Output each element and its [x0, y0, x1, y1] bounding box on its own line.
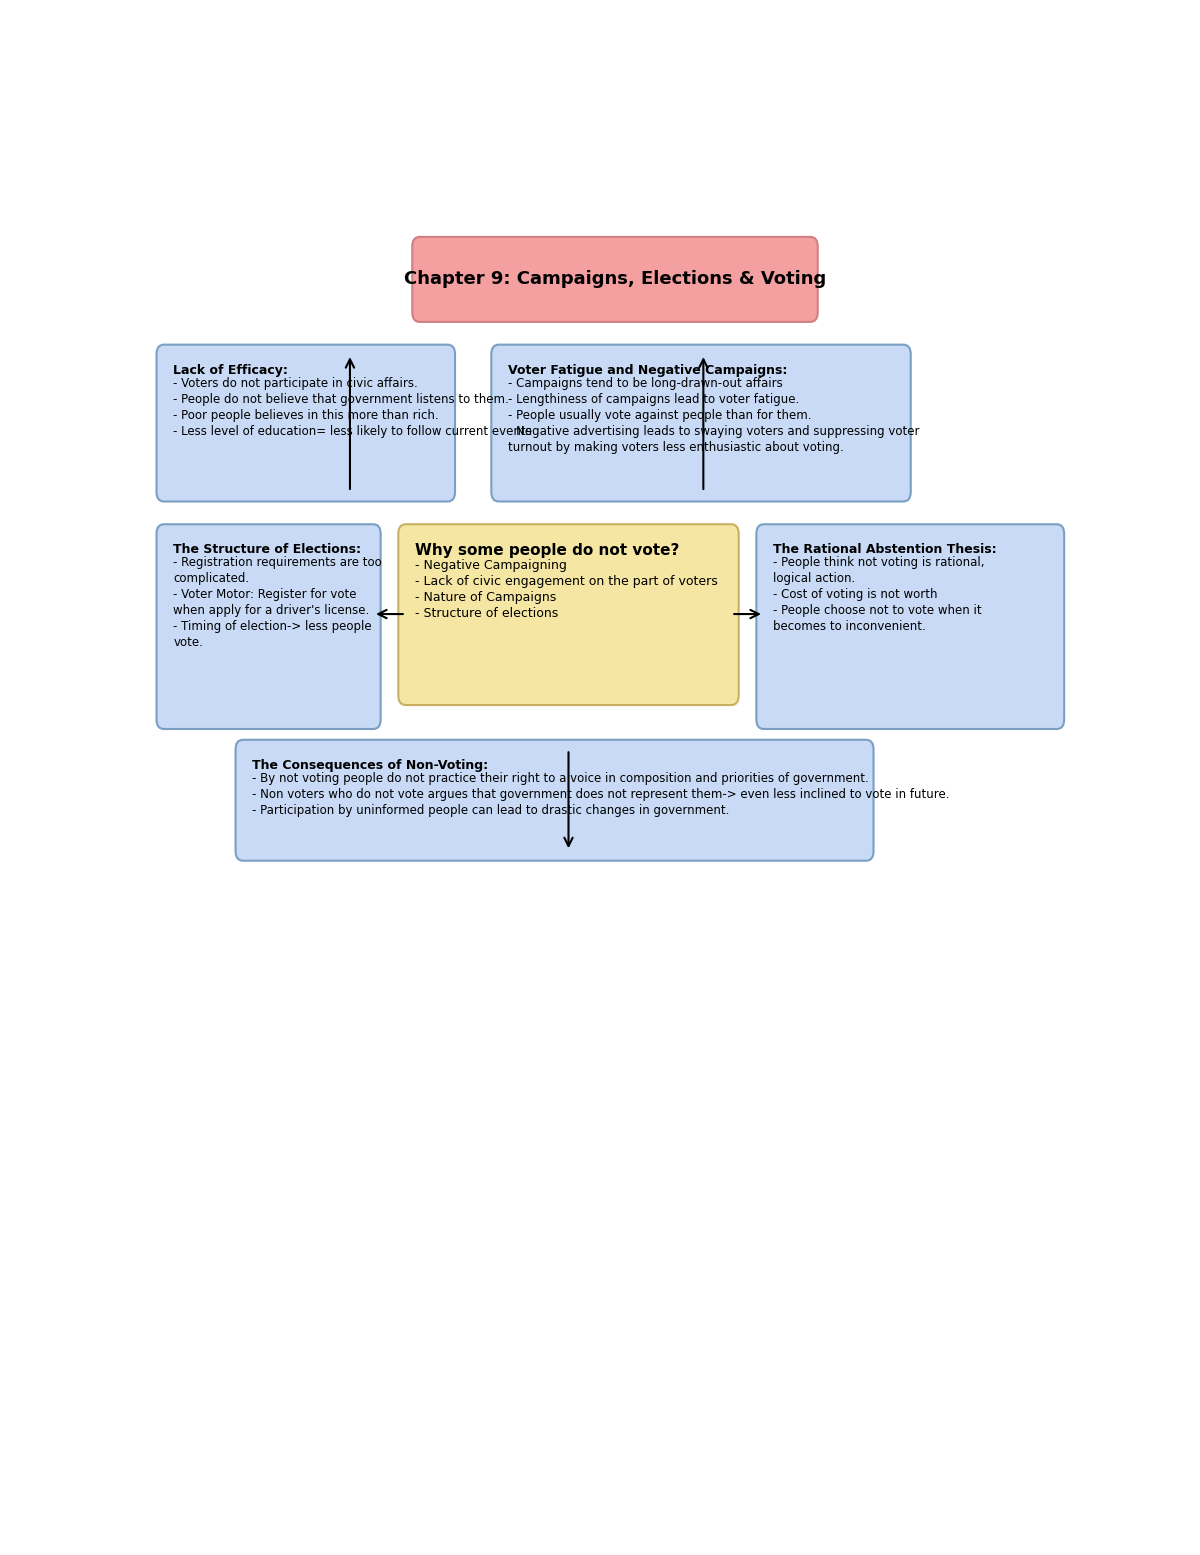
Text: Why some people do not vote?: Why some people do not vote? — [415, 543, 679, 558]
Text: - People think not voting is rational,
logical action.
- Cost of voting is not w: - People think not voting is rational, l… — [773, 557, 985, 633]
Text: Voter Fatigue and Negative Campaigns:: Voter Fatigue and Negative Campaigns: — [508, 364, 787, 376]
Text: Chapter 9: Campaigns, Elections & Voting: Chapter 9: Campaigns, Elections & Voting — [404, 271, 826, 288]
Text: - Registration requirements are too
complicated.
- Voter Motor: Register for vot: - Registration requirements are too comp… — [173, 557, 382, 650]
Text: - Negative Campaigning
- Lack of civic engagement on the part of voters
- Nature: - Negative Campaigning - Lack of civic e… — [415, 560, 718, 620]
FancyBboxPatch shape — [156, 524, 380, 729]
FancyBboxPatch shape — [413, 236, 817, 322]
Text: - Campaigns tend to be long-drawn-out affairs
- Lengthiness of campaigns lead to: - Campaigns tend to be long-drawn-out af… — [508, 376, 919, 454]
Text: The Rational Abstention Thesis:: The Rational Abstention Thesis: — [773, 543, 997, 557]
FancyBboxPatch shape — [491, 345, 911, 502]
Text: The Structure of Elections:: The Structure of Elections: — [173, 543, 361, 557]
Text: Lack of Efficacy:: Lack of Efficacy: — [173, 364, 288, 376]
FancyBboxPatch shape — [398, 524, 739, 704]
Text: The Consequences of Non-Voting:: The Consequences of Non-Voting: — [252, 759, 488, 771]
FancyBboxPatch shape — [156, 345, 455, 502]
Text: - Voters do not participate in civic affairs.
- People do not believe that gover: - Voters do not participate in civic aff… — [173, 376, 532, 439]
FancyBboxPatch shape — [235, 740, 874, 861]
FancyBboxPatch shape — [756, 524, 1064, 729]
Text: - By not voting people do not practice their right to a voice in composition and: - By not voting people do not practice t… — [252, 771, 950, 816]
